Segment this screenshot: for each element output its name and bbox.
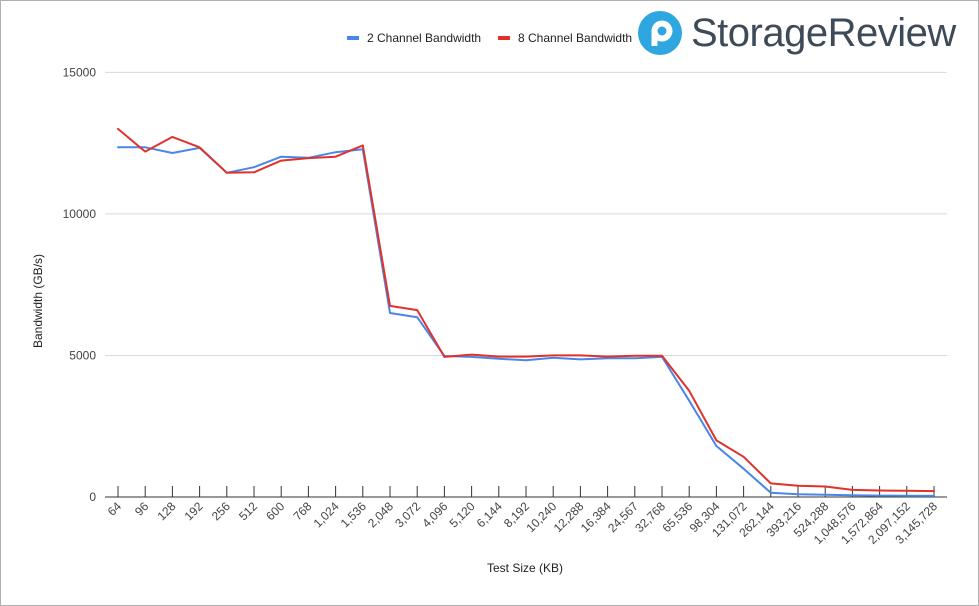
x-tick-label: 1,536 bbox=[338, 499, 369, 530]
x-tick-label: 128 bbox=[154, 499, 178, 523]
x-tick-label: 1,024 bbox=[311, 499, 342, 530]
brand-logo: StorageReview bbox=[637, 9, 956, 57]
y-tick-label: 10000 bbox=[63, 207, 97, 221]
legend-swatch bbox=[347, 36, 359, 40]
x-tick-label: 4,096 bbox=[419, 499, 450, 530]
legend-label: 2 Channel Bandwidth bbox=[367, 31, 481, 45]
x-tick-label: 192 bbox=[182, 499, 206, 523]
brand-name: StorageReview bbox=[691, 11, 956, 55]
y-axis-ticks: 0 5000 10000 15000 bbox=[63, 65, 97, 504]
series-lines bbox=[117, 127, 935, 497]
x-tick-label: 2,048 bbox=[365, 499, 396, 530]
storagereview-logo-icon bbox=[638, 11, 682, 55]
legend-swatch bbox=[498, 36, 510, 40]
legend: 2 Channel Bandwidth 8 Channel Bandwidth bbox=[347, 31, 632, 45]
grid-lines bbox=[105, 71, 947, 498]
x-axis-title: Test Size (KB) bbox=[487, 561, 563, 575]
y-axis-title: Bandwidth (GB/s) bbox=[31, 254, 45, 348]
x-tick-label: 5,120 bbox=[447, 499, 478, 530]
y-tick-label: 5000 bbox=[69, 348, 96, 362]
y-tick-label: 0 bbox=[89, 490, 96, 504]
y-tick-label: 15000 bbox=[63, 65, 97, 79]
series-line-2-channel-bandwidth bbox=[117, 146, 935, 497]
x-tick-label: 96 bbox=[132, 499, 152, 519]
x-tick-label: 6,144 bbox=[474, 499, 505, 530]
x-tick-label: 3,072 bbox=[392, 499, 423, 530]
series-line-8-channel-bandwidth bbox=[117, 127, 935, 493]
x-tick-label: 600 bbox=[263, 499, 287, 523]
x-tick-label: 512 bbox=[236, 499, 260, 523]
legend-label: 8 Channel Bandwidth bbox=[518, 31, 632, 45]
x-tick-label: 256 bbox=[209, 499, 233, 523]
x-tick-label: 64 bbox=[105, 499, 125, 519]
